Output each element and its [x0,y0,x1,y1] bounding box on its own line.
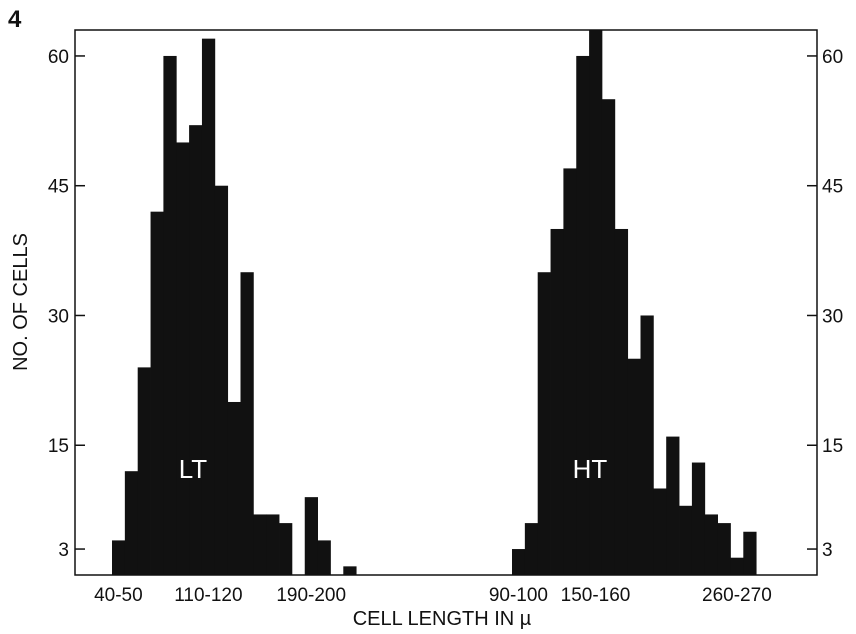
bar-lt-120 [214,185,229,575]
bar-lt-130 [227,401,241,575]
y-tick-label-left-60: 60 [48,47,69,68]
x-axis: 40-50 110-120 190-200 90-100 150-160 260-270 [94,585,772,606]
bar-ht-180 [627,358,641,575]
series-labels: LT HT [179,454,608,484]
y-tick-label-right-3: 3 [822,540,833,561]
series-label-ht: HT [573,454,608,484]
panel-label: 4 [8,6,22,33]
y-tick-label-left-3: 3 [58,540,69,561]
bar-lt-100 [189,125,203,575]
bar-ht-150 [589,30,603,575]
bar-lt-190 [304,497,318,575]
x-axis-title: CELL LENGTH IN µ [353,608,532,630]
bar-ht-270 [743,531,757,575]
series-label-lt: LT [179,454,208,484]
y-tick-label-right-60: 60 [822,47,843,68]
bar-ht-90 [512,549,526,575]
bar-ht-160 [601,99,616,576]
bar-ht-140 [576,55,590,575]
bar-ht-120 [550,228,564,575]
bar-lt-140 [240,272,254,575]
bar-lt-50 [124,471,139,575]
bar-ht-100 [524,523,539,575]
bar-lt-60 [137,367,151,575]
x-tick-label-110-120: 110-120 [174,585,242,606]
x-tick-label-190-200: 190-200 [276,585,346,606]
bars-group [112,30,757,576]
bar-ht-230 [691,462,706,575]
bar-lt-40 [112,540,126,575]
y-tick-label-left-15: 15 [48,436,69,457]
bar-ht-170 [614,228,629,575]
bar-ht-200 [653,488,667,575]
y-tick-label-right-45: 45 [822,177,843,198]
bar-lt-200 [317,540,331,575]
bar-ht-110 [537,272,551,575]
bar-lt-170 [279,523,293,575]
y-tick-label-left-45: 45 [48,177,69,198]
x-tick-label-260-270: 260-270 [702,585,772,606]
bar-lt-70 [150,211,164,576]
y-tick-label-right-30: 30 [822,306,843,327]
bar-ht-130 [563,168,577,575]
bar-lt-150 [253,514,267,575]
y-axis-title: NO. OF CELLS [10,233,32,371]
bar-lt-160 [266,514,280,575]
bar-ht-210 [666,436,680,575]
y-axis-right: 3 15 30 45 60 [807,47,843,561]
bar-lt-80 [163,55,177,575]
y-axis-left: 3 15 30 45 60 [48,47,85,561]
bar-lt-90 [176,142,190,575]
y-tick-label-left-30: 30 [48,306,69,327]
bar-ht-220 [679,505,693,575]
bar-ht-250 [717,523,731,575]
x-tick-label-40-50: 40-50 [94,585,143,606]
bar-ht-260 [730,557,744,575]
bar-lt-110 [201,38,216,575]
x-tick-label-90-100: 90-100 [489,585,548,606]
bar-lt-220 [343,566,357,575]
y-tick-label-right-15: 15 [822,436,843,457]
plot-frame [74,29,818,576]
bar-ht-240 [704,514,718,575]
x-tick-label-150-160: 150-160 [561,585,631,606]
bar-ht-190 [640,315,654,575]
